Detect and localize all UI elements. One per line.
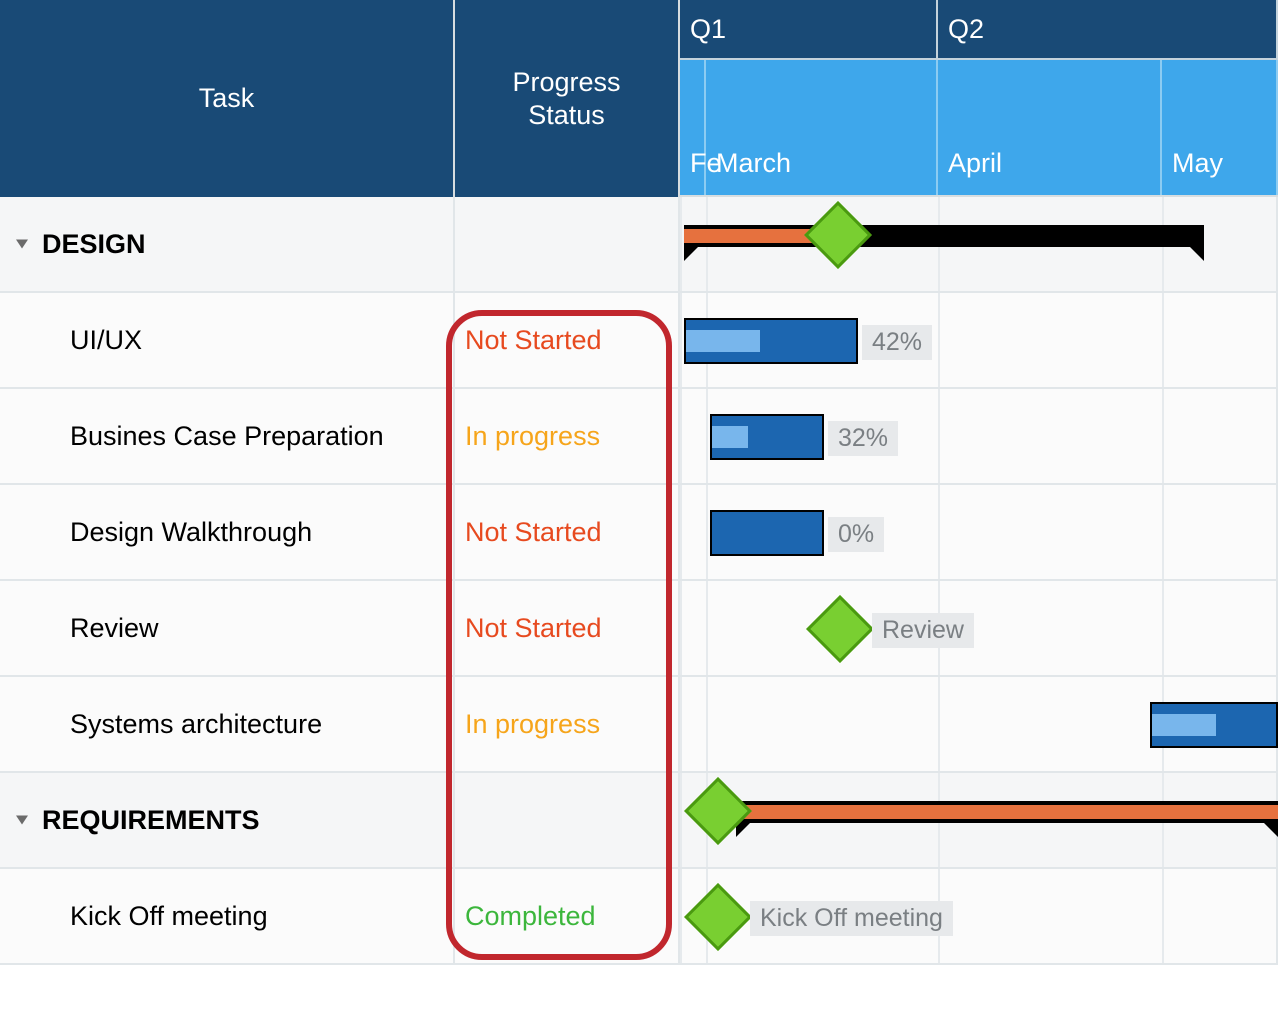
task-progress (712, 426, 748, 448)
quarter-cell[interactable]: Q1 (680, 0, 938, 60)
gantt-container: Task Progress Status Q1Q2 FeMarchAprilMa… (0, 0, 1278, 1019)
task-label: DESIGN (42, 229, 146, 260)
timeline-cell[interactable]: Kick Off meeting (680, 869, 1278, 965)
task-group-row[interactable]: REQUIREMENTS (0, 773, 455, 869)
summary-progress (684, 229, 819, 243)
quarter-cell[interactable]: Q2 (938, 0, 1278, 60)
status-cell: Not Started (455, 485, 680, 581)
month-cell[interactable]: May (1162, 60, 1278, 195)
header-status: Progress Status (455, 0, 680, 197)
timeline-cell[interactable]: 0% (680, 485, 1278, 581)
status-label: Not Started (465, 613, 602, 644)
timeline-cell[interactable] (680, 677, 1278, 773)
timeline-cell[interactable]: Review (680, 581, 1278, 677)
task-label: UI/UX (70, 325, 142, 356)
status-cell (455, 773, 680, 869)
task-group-row[interactable]: DESIGN (0, 197, 455, 293)
month-row: FeMarchAprilMay (680, 60, 1278, 195)
status-label: Not Started (465, 517, 602, 548)
task-progress (1152, 714, 1216, 736)
milestone-diamond[interactable] (684, 883, 752, 951)
header-status-label: Progress Status (512, 66, 620, 131)
task-label: Design Walkthrough (70, 517, 312, 548)
milestone-label: Kick Off meeting (750, 901, 953, 936)
task-label: Kick Off meeting (70, 901, 268, 932)
task-row[interactable]: Design Walkthrough (0, 485, 455, 581)
task-row[interactable]: Busines Case Preparation (0, 389, 455, 485)
month-cell[interactable]: March (706, 60, 938, 195)
task-row[interactable]: Review (0, 581, 455, 677)
status-cell: In progress (455, 677, 680, 773)
task-row[interactable]: Systems architecture (0, 677, 455, 773)
timeline-cell[interactable]: 42% (680, 293, 1278, 389)
month-cell[interactable]: Fe (680, 60, 706, 195)
month-cell[interactable]: April (938, 60, 1162, 195)
task-progress (686, 330, 760, 352)
task-bar[interactable] (710, 510, 824, 556)
milestone-label: Review (872, 613, 974, 648)
status-label: Not Started (465, 325, 602, 356)
collapse-icon[interactable] (16, 816, 28, 825)
percent-label: 0% (828, 517, 884, 552)
status-label: In progress (465, 421, 600, 452)
task-label: Busines Case Preparation (70, 421, 384, 452)
status-label: Completed (465, 901, 596, 932)
timeline-cell[interactable] (680, 197, 1278, 293)
task-label: REQUIREMENTS (42, 805, 260, 836)
summary-progress (736, 805, 1278, 819)
gantt-grid: Task Progress Status Q1Q2 FeMarchAprilMa… (0, 0, 1278, 965)
status-cell: Not Started (455, 581, 680, 677)
timeline-cell[interactable] (680, 773, 1278, 869)
task-label: Systems architecture (70, 709, 322, 740)
status-cell (455, 197, 680, 293)
collapse-icon[interactable] (16, 240, 28, 249)
status-cell: Completed (455, 869, 680, 965)
status-cell: In progress (455, 389, 680, 485)
milestone-diamond[interactable] (804, 201, 872, 269)
percent-label: 32% (828, 421, 898, 456)
status-label: In progress (465, 709, 600, 740)
header-timeline: Q1Q2 FeMarchAprilMay (680, 0, 1278, 197)
task-row[interactable]: UI/UX (0, 293, 455, 389)
task-label: Review (70, 613, 159, 644)
status-cell: Not Started (455, 293, 680, 389)
milestone-diamond[interactable] (806, 595, 874, 663)
quarter-row: Q1Q2 (680, 0, 1278, 60)
timeline-cell[interactable]: 32% (680, 389, 1278, 485)
percent-label: 42% (862, 325, 932, 360)
header-task: Task (0, 0, 455, 197)
task-row[interactable]: Kick Off meeting (0, 869, 455, 965)
